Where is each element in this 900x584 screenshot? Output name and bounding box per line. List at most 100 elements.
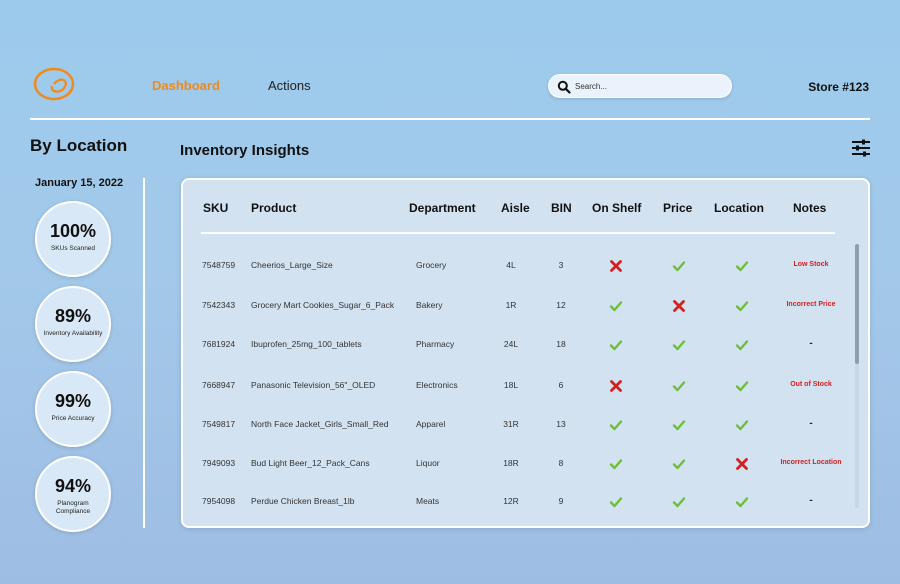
sliders-icon[interactable]	[851, 139, 871, 157]
cell-aisle: 1R	[505, 300, 517, 310]
cell-bin: 18	[556, 339, 566, 349]
cell-product: Cheerios_Large_Size	[251, 260, 333, 270]
cell-product: Perdue Chicken Breast_1lb	[251, 496, 355, 506]
check-icon	[735, 259, 749, 273]
cell-sku: 7542343	[202, 300, 236, 310]
header: Dashboard Actions Store #123	[0, 0, 900, 120]
sidebar-title: By Location	[30, 136, 128, 155]
store-label: Store #123	[808, 80, 869, 94]
metric-label: Price Accuracy	[51, 415, 95, 422]
check-icon	[735, 418, 749, 432]
metric-inventory-availability: 89% Inventory Availability	[35, 286, 111, 362]
check-icon	[735, 379, 749, 393]
cross-icon	[672, 299, 686, 313]
cell-department: Pharmacy	[416, 339, 455, 349]
check-icon	[609, 495, 623, 509]
column-header-on-shelf[interactable]: On Shelf	[592, 201, 642, 215]
nav-dashboard[interactable]: Dashboard	[152, 78, 220, 93]
panel-title: Inventory Insights	[180, 142, 310, 159]
cell-notes: Out of Stock	[790, 381, 832, 388]
cross-icon	[609, 259, 623, 273]
column-header-aisle[interactable]: Aisle	[501, 201, 530, 215]
cell-notes: -	[809, 418, 813, 429]
cell-department: Grocery	[416, 260, 447, 270]
cell-notes: -	[809, 495, 813, 506]
nav-actions[interactable]: Actions	[268, 78, 311, 93]
scrollbar-thumb[interactable]	[855, 244, 859, 364]
check-icon	[672, 457, 686, 471]
metric-label: Planogram Compliance	[55, 500, 91, 515]
cross-icon	[609, 379, 623, 393]
cell-aisle: 4L	[506, 260, 516, 270]
cell-aisle: 18L	[503, 380, 519, 390]
check-icon	[735, 495, 749, 509]
cell-notes: Incorrect Location	[780, 459, 842, 466]
cell-bin: 6	[558, 380, 564, 390]
cell-product: North Face Jacket_Girls_Small_Red	[251, 419, 389, 429]
cell-bin: 3	[558, 260, 564, 270]
header-divider	[30, 118, 870, 120]
column-header-bin[interactable]: BIN	[551, 201, 572, 215]
table-row[interactable]: 7549817 North Face Jacket_Girls_Small_Red…	[183, 417, 843, 437]
cell-department: Electronics	[416, 380, 458, 390]
check-icon	[672, 418, 686, 432]
search-input[interactable]	[575, 78, 725, 94]
cell-sku: 7954098	[202, 496, 236, 506]
cell-aisle: 24L	[503, 339, 519, 349]
check-icon	[609, 418, 623, 432]
cell-department: Meats	[416, 496, 440, 506]
scrollbar-track[interactable]	[855, 244, 859, 508]
column-header-location[interactable]: Location	[714, 201, 764, 215]
metric-value: 94%	[54, 476, 92, 496]
column-header-price[interactable]: Price	[663, 201, 693, 215]
cell-sku: 7549817	[202, 419, 236, 429]
cross-icon	[735, 457, 749, 471]
metric-skus-scanned: 100% SKUs Scanned	[35, 201, 111, 277]
cell-department: Bakery	[416, 300, 443, 310]
column-header-sku[interactable]: SKU	[203, 201, 229, 215]
cell-notes: Incorrect Price	[786, 301, 836, 308]
cell-notes: Low Stock	[793, 261, 829, 268]
cell-aisle: 18R	[503, 458, 519, 468]
column-header-notes[interactable]: Notes	[793, 201, 827, 215]
table-row[interactable]: 7681924 Ibuprofen_25mg_100_tablets Pharmac…	[183, 337, 843, 357]
cell-bin: 9	[558, 496, 564, 506]
cell-product: Grocery Mart Cookies_Sugar_6_Pack	[251, 300, 395, 310]
cell-product: Panasonic Television_56"_OLED	[251, 380, 376, 390]
table-header-divider	[201, 232, 835, 234]
search-box[interactable]	[548, 74, 732, 98]
table-row[interactable]: 7954098 Perdue Chicken Breast_1lb Meats 12R…	[183, 494, 843, 514]
sidebar-divider	[143, 178, 145, 528]
cell-sku: 7949093	[202, 458, 236, 468]
cell-product: Bud Light Beer_12_Pack_Cans	[251, 458, 370, 468]
table-row[interactable]: 7548759 Cheerios_Large_Size Grocery 4L 3 Low …	[183, 258, 843, 278]
check-icon	[735, 299, 749, 313]
cell-bin: 12	[556, 300, 566, 310]
metric-value: 100%	[49, 221, 97, 241]
check-icon	[672, 259, 686, 273]
column-header-product[interactable]: Product	[251, 201, 297, 215]
column-header-department[interactable]: Department	[409, 201, 476, 215]
check-icon	[672, 495, 686, 509]
cell-sku: 7548759	[202, 260, 236, 270]
cell-aisle: 12R	[503, 496, 519, 506]
metric-value: 99%	[54, 391, 92, 411]
cell-bin: 8	[558, 458, 564, 468]
cell-sku: 7681924	[202, 339, 236, 349]
cell-aisle: 31R	[503, 419, 519, 429]
sidebar-date: January 15, 2022	[35, 177, 124, 189]
check-icon	[609, 299, 623, 313]
check-icon	[672, 338, 686, 352]
inventory-table: SKU Product Department Aisle BIN On Shel…	[181, 178, 870, 528]
check-icon	[609, 457, 623, 471]
swirl-logo-icon[interactable]	[30, 64, 82, 104]
cell-product: Ibuprofen_25mg_100_tablets	[251, 339, 362, 349]
table-row[interactable]: 7949093 Bud Light Beer_12_Pack_Cans Liquor…	[183, 456, 843, 476]
table-row[interactable]: 7542343 Grocery Mart Cookies_Sugar_6_Pack…	[183, 298, 843, 318]
search-icon	[557, 80, 571, 94]
metric-label: SKUs Scanned	[50, 245, 96, 252]
cell-department: Liquor	[416, 458, 440, 468]
table-row[interactable]: 7668947 Panasonic Television_56"_OLED Elec…	[183, 378, 843, 398]
check-icon	[672, 379, 686, 393]
metric-value: 89%	[54, 306, 92, 326]
